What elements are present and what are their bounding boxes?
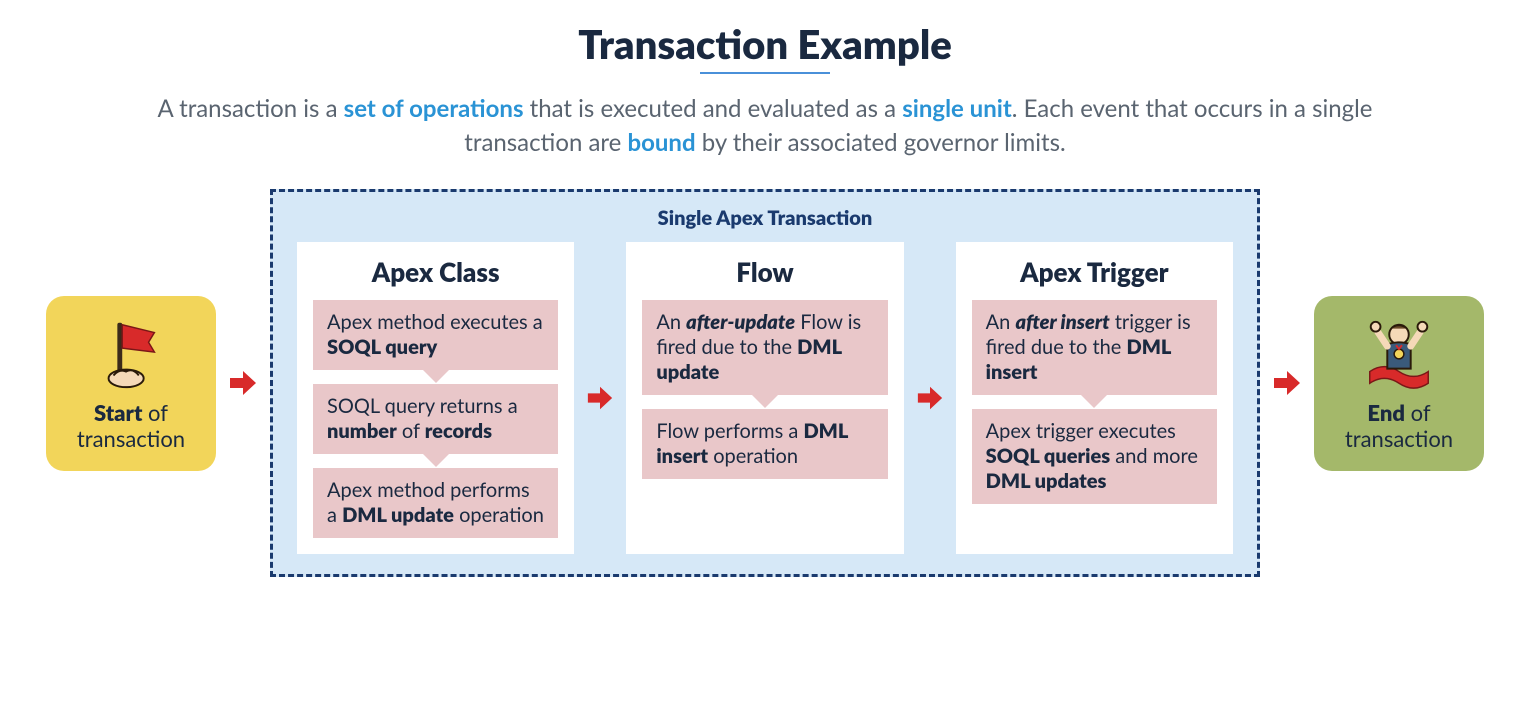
subtitle-text: by their associated governor limits. xyxy=(696,128,1066,157)
subtitle-highlight: set of operations xyxy=(344,94,524,123)
step-text-bold: records xyxy=(425,419,492,443)
step-connector xyxy=(313,370,558,384)
winner-icon xyxy=(1359,314,1439,394)
step-text-bold: SOQL queries xyxy=(986,444,1111,468)
step: Apex method performs a DML update operat… xyxy=(313,468,558,538)
step: Apex trigger executes SOQL queries and m… xyxy=(972,409,1217,504)
step-connector xyxy=(972,395,1217,409)
step: Apex method executes a SOQL query xyxy=(313,300,558,370)
step: Flow performs a DML insert operation xyxy=(642,409,887,479)
step-text: Apex method executes a xyxy=(327,310,543,334)
end-label: End of transaction xyxy=(1326,400,1472,453)
end-node: End of transaction xyxy=(1314,296,1484,471)
step-text: operation xyxy=(708,444,798,468)
step-text: and more xyxy=(1110,444,1198,468)
columns-row: Apex Class Apex method executes a SOQL qu… xyxy=(297,242,1233,554)
subtitle-text: that is executed and evaluated as a xyxy=(524,94,903,123)
column: Flow An after-update Flow is fired due to… xyxy=(626,242,903,554)
step-text-bold: number xyxy=(327,419,397,443)
step-text: Flow performs a xyxy=(656,419,803,443)
subtitle: A transaction is a set of operations tha… xyxy=(115,92,1415,159)
arrow-icon xyxy=(916,242,944,554)
column-title: Flow xyxy=(642,256,887,288)
subtitle-text: A transaction is a xyxy=(158,94,344,123)
arrow-icon xyxy=(228,368,258,398)
transaction-container: Single Apex Transaction Apex Class Apex m… xyxy=(270,189,1260,577)
arrow-icon xyxy=(1272,368,1302,398)
flag-icon xyxy=(91,314,171,394)
title-underline xyxy=(700,72,830,74)
step-text: SOQL query returns a xyxy=(327,394,518,418)
step-text-bold: SOQL query xyxy=(327,335,437,359)
step-text: operation xyxy=(454,503,544,527)
step: An after-update Flow is fired due to the… xyxy=(642,300,887,395)
step: An after insert trigger is fired due to … xyxy=(972,300,1217,395)
step-text: Apex trigger executes xyxy=(986,419,1176,443)
page: Transaction Example A transaction is a s… xyxy=(0,0,1530,597)
step-text: An xyxy=(986,310,1016,334)
step-text: of xyxy=(397,419,425,443)
step-connector xyxy=(313,454,558,468)
step: SOQL query returns a number of records xyxy=(313,384,558,454)
step-text-bold: DML updates xyxy=(986,469,1107,493)
diagram: Start of transaction Single Apex Transac… xyxy=(40,189,1490,577)
start-label: Start of transaction xyxy=(58,400,204,453)
arrow-icon xyxy=(586,242,614,554)
step-text-bold: after insert xyxy=(1015,310,1109,334)
page-title: Transaction Example xyxy=(40,20,1490,68)
column: Apex Trigger An after insert trigger is f… xyxy=(956,242,1233,554)
step-text-bold: after-update xyxy=(686,310,795,334)
end-label-bold: End xyxy=(1367,399,1405,426)
step-connector xyxy=(642,395,887,409)
step-text: An xyxy=(656,310,686,334)
column: Apex Class Apex method executes a SOQL qu… xyxy=(297,242,574,554)
subtitle-highlight: single unit xyxy=(902,94,1012,123)
step-text-bold: DML update xyxy=(342,503,454,527)
column-title: Apex Class xyxy=(313,256,558,288)
start-label-bold: Start xyxy=(94,399,142,426)
start-node: Start of transaction xyxy=(46,296,216,471)
column-title: Apex Trigger xyxy=(972,256,1217,288)
subtitle-highlight: bound xyxy=(627,128,695,157)
transaction-title: Single Apex Transaction xyxy=(297,206,1233,230)
